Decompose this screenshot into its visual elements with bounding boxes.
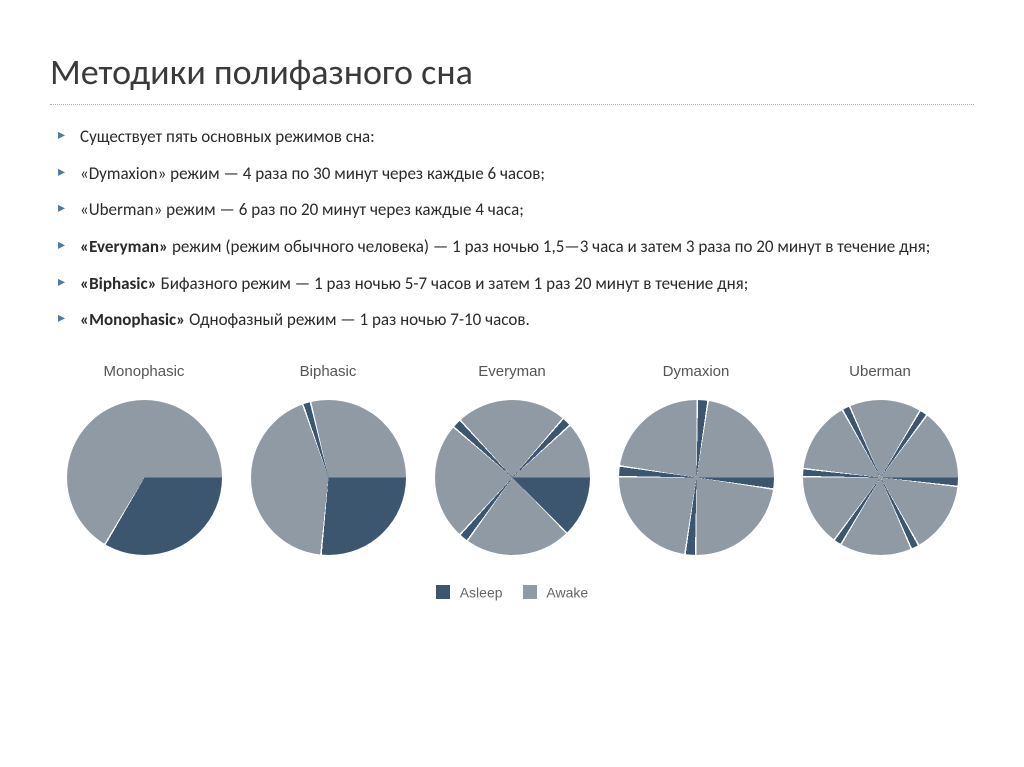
bullet-item: «Everyman» режим (режим обычного человек… — [58, 235, 974, 260]
bullet-item: «Uberman» режим — 6 раз по 20 минут чере… — [58, 198, 974, 223]
bullet-text: «Dymaxion» режим — 4 раза по 30 минут че… — [80, 163, 545, 184]
bullet-item: «Monophasic» Однофазный режим — 1 раз но… — [58, 308, 974, 333]
bullet-item: «Biphasic» Бифазного режим — 1 раз ночью… — [58, 272, 974, 297]
chart-label: Biphasic — [300, 363, 357, 380]
swatch-asleep-icon — [436, 585, 450, 599]
pie-chart — [435, 400, 590, 555]
bullet-text: Бифазного режим — 1 раз ночью 5-7 часов … — [161, 273, 749, 294]
bullet-text: Однофазный режим — 1 раз ночью 7-10 часо… — [189, 309, 530, 330]
bullet-text: Существует пять основных режимов сна: — [80, 126, 375, 147]
legend-asleep-label: Asleep — [460, 584, 503, 600]
bullet-text: «Uberman» режим — 6 раз по 20 минут чере… — [80, 199, 524, 220]
chart-label: Everyman — [478, 363, 546, 380]
bullet-bold: «Monophasic» — [80, 309, 189, 330]
bullet-item: «Dymaxion» режим — 4 раза по 30 минут че… — [58, 162, 974, 187]
pie-chart — [251, 400, 406, 555]
legend: Asleep Awake — [50, 583, 974, 600]
pie-chart — [67, 400, 222, 555]
page-title: Методики полифазного сна — [50, 50, 974, 94]
chart: Everyman — [422, 363, 602, 555]
title-divider — [50, 104, 974, 105]
charts-row: Monophasic Biphasic Everyman Dymaxion Uberma… — [50, 363, 974, 555]
bullet-bold: «Biphasic» — [80, 273, 161, 294]
chart-label: Uberman — [849, 363, 911, 380]
chart: Dymaxion — [606, 363, 786, 555]
pie-chart — [803, 400, 958, 555]
legend-item-asleep: Asleep — [436, 583, 503, 600]
chart-label: Dymaxion — [663, 363, 730, 380]
chart-label: Monophasic — [104, 363, 185, 380]
chart: Biphasic — [238, 363, 418, 555]
bullet-bold: «Everyman» — [80, 236, 172, 257]
pie-chart — [619, 400, 774, 555]
swatch-awake-icon — [523, 585, 537, 599]
legend-item-awake: Awake — [523, 583, 589, 600]
bullet-item: Существует пять основных режимов сна: — [58, 125, 974, 150]
bullet-list: Существует пять основных режимов сна: «Dy… — [50, 125, 974, 333]
bullet-text: режим (режим обычного человека) — 1 раз … — [172, 236, 930, 257]
legend-awake-label: Awake — [546, 584, 588, 600]
chart: Monophasic — [54, 363, 234, 555]
chart: Uberman — [790, 363, 970, 555]
